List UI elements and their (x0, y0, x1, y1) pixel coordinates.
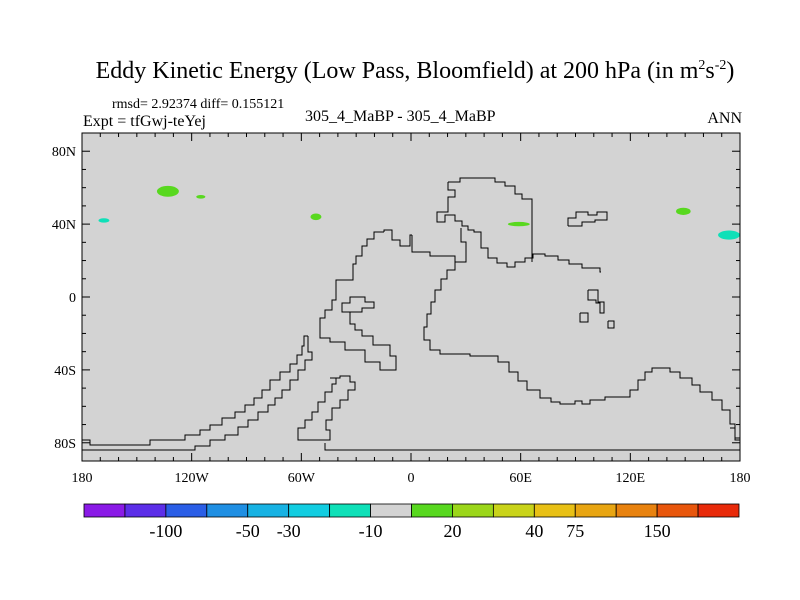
axis-tick-labels: 80N 40N 0 40S 80S 180 120W 60W 0 60E 120E 180 (52, 145, 751, 486)
stats-label: rmsd= 2.92374 diff= 0.155121 (112, 97, 285, 112)
colorbar-label: -10 (359, 521, 383, 541)
coastline-greenland (448, 177, 533, 262)
anomaly-blob-4 (310, 213, 322, 221)
colorbar-label: 20 (443, 521, 461, 541)
expt-label: Expt = tfGwj-teYej (83, 113, 206, 130)
anomaly-blob-6 (676, 207, 691, 216)
colorbar-swatch (615, 503, 658, 518)
season-label: ANN (707, 110, 742, 127)
axis-ticks (81, 133, 741, 461)
coastline-antarctic-a (82, 335, 308, 446)
colorbar-swatch (370, 503, 412, 518)
coastline-antarctic-b (82, 336, 313, 451)
anomaly-blob-3 (98, 218, 110, 223)
colorbar-label: 150 (644, 521, 671, 541)
chart-title: Eddy Kinetic Energy (Low Pass, Bloomfiel… (95, 58, 735, 84)
map-background (82, 133, 740, 461)
anomaly-blob-1 (156, 185, 179, 197)
coastline-antarctic-c (297, 375, 356, 441)
anomaly-blob-7 (718, 230, 740, 240)
colorbar-swatch (492, 503, 535, 518)
coastline-south-america (411, 235, 456, 271)
colorbar-swatch (697, 503, 740, 518)
coastline-europe-asia (383, 229, 412, 247)
colorbar-swatch (656, 503, 699, 518)
lon-tick-label: 120W (175, 471, 210, 486)
lon-tick-label: 60W (288, 471, 316, 486)
lon-tick-label: 60E (509, 471, 532, 486)
lon-tick-label: 120E (616, 471, 646, 486)
lat-tick-label: 40S (54, 364, 76, 379)
colorbar-swatch (83, 503, 126, 518)
lon-tick-label: 180 (730, 471, 751, 486)
colorbar-swatch (288, 503, 331, 518)
colorbar-swatch (533, 503, 576, 518)
coastline-indonesia-a (587, 289, 605, 314)
colorbar-label: -100 (149, 521, 182, 541)
colorbar-label: 75 (566, 521, 584, 541)
lon-tick-label: 0 (408, 471, 415, 486)
colorbar-swatch (247, 503, 290, 518)
coastline-australia (567, 211, 608, 227)
coastline-indonesia-b (579, 312, 589, 323)
colorbar-swatch (452, 503, 494, 518)
lon-tick-label: 180 (72, 471, 93, 486)
colorbar-label: -30 (277, 521, 301, 541)
lat-tick-label: 80S (54, 437, 76, 452)
colorbar-label: -50 (236, 521, 260, 541)
lat-tick-label: 80N (52, 145, 76, 160)
colorbar: -100 -50 -30 -10 20 40 75 150 (83, 503, 740, 541)
colorbar-swatch (206, 503, 249, 518)
anomaly-blob-2 (196, 194, 206, 199)
colorbar-swatch (329, 503, 371, 518)
coastline-north-america (436, 182, 601, 273)
anomaly-blob-5 (507, 221, 530, 227)
anomaly-regions (98, 185, 740, 240)
case-label: 305_4_MaBP - 305_4_MaBP (305, 108, 496, 125)
colorbar-swatch (574, 503, 617, 518)
colorbar-swatch (411, 503, 453, 518)
lat-tick-label: 0 (69, 291, 76, 306)
coastline-hudson (423, 228, 740, 439)
lat-tick-label: 40N (52, 218, 76, 233)
colorbar-swatch (124, 503, 167, 518)
continent-outlines (82, 177, 741, 451)
coastline-indonesia-c (607, 320, 615, 329)
coastline-africa (319, 231, 397, 371)
colorbar-swatch (165, 503, 208, 518)
colorbar-label: 40 (525, 521, 543, 541)
